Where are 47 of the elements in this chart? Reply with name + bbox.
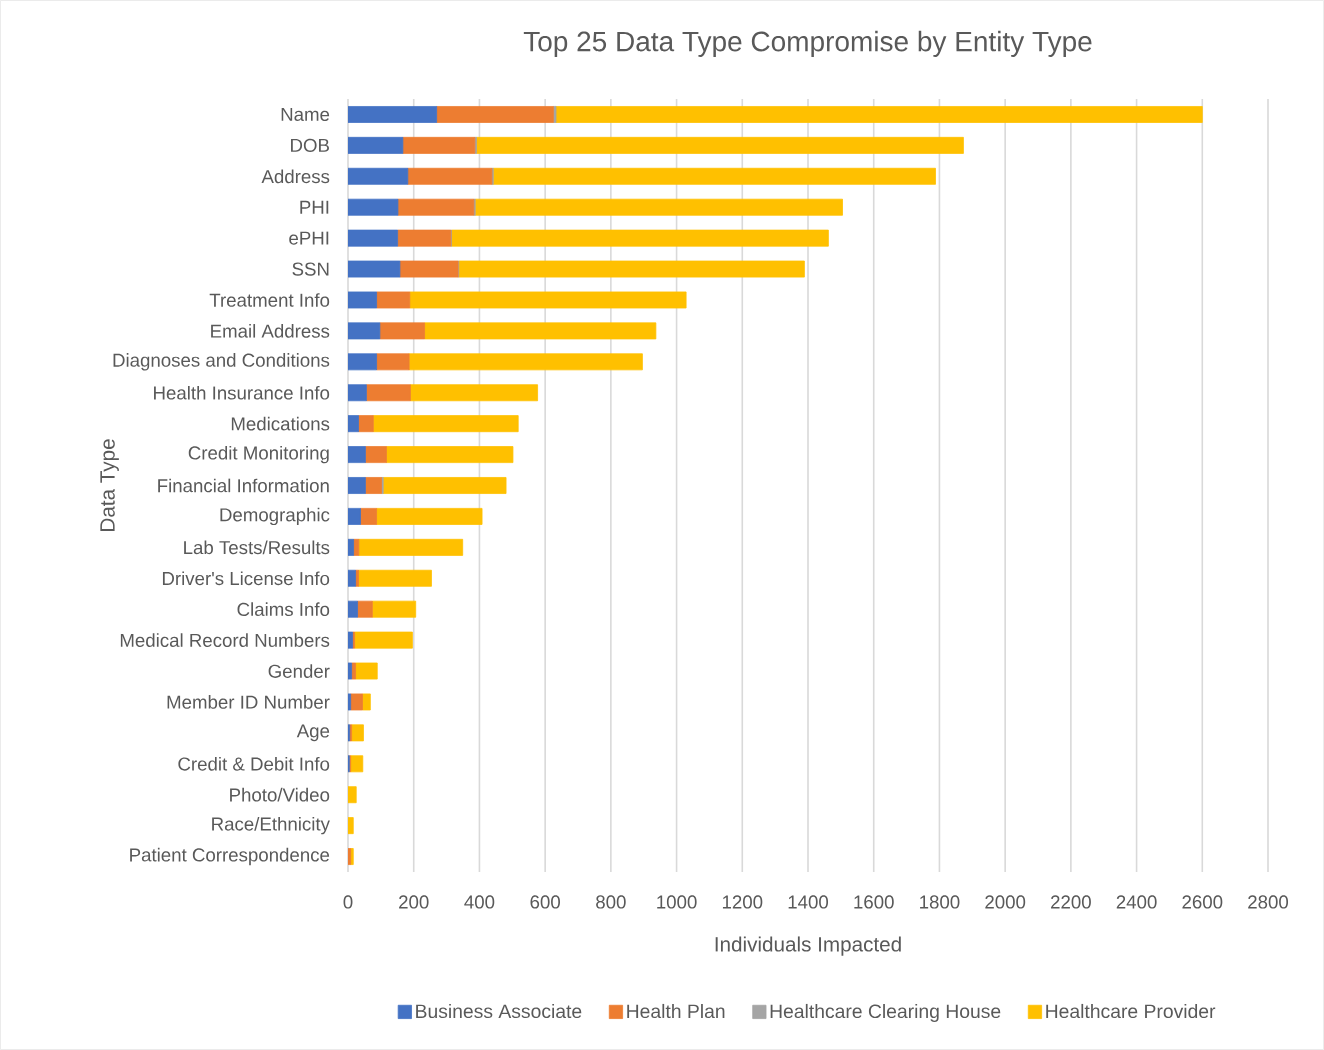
x-tick-label: 2000 <box>985 895 1026 909</box>
y-tick-label: Photo/Video <box>230 787 330 802</box>
y-tick-label: ePHI <box>289 231 329 245</box>
y-tick-label: PHI <box>300 200 329 214</box>
x-tick-label: 800 <box>596 895 626 909</box>
y-tick-label: Gender <box>268 664 330 678</box>
y-tick-label: Email Address <box>211 324 330 338</box>
y-tick-label: Member ID Number <box>167 695 330 709</box>
y-tick-label: Credit & Debit Info <box>178 756 330 771</box>
x-axis-title: Individuals Impacted <box>715 936 901 956</box>
y-tick-label: Patient Correspondence <box>130 847 330 866</box>
x-tick-label: 2400 <box>1116 895 1157 909</box>
x-tick-label: 400 <box>464 895 495 909</box>
x-tick-label: 1200 <box>722 895 763 909</box>
x-tick-label: 1400 <box>788 895 829 909</box>
y-tick-label: DOB <box>291 138 329 152</box>
y-tick-label: Driver's License Info <box>162 571 330 586</box>
y-tick-label: Credit Monitoring <box>188 445 329 464</box>
legend-label: Healthcare Provider <box>1046 1003 1216 1019</box>
y-axis-title: Data Type <box>100 439 119 531</box>
y-tick-label: Medications <box>231 416 330 431</box>
x-tick-label: 2200 <box>1051 895 1091 909</box>
y-tick-label: Treatment Info <box>209 293 330 307</box>
legend-label: Health Plan <box>627 1003 725 1019</box>
chart-title: Top 25 Data Type Compromise by Entity Type <box>523 30 1092 57</box>
x-tick-label: 600 <box>530 895 560 909</box>
x-tick-label: 1000 <box>657 895 697 909</box>
y-tick-label: Medical Record Numbers <box>120 633 330 647</box>
y-tick-label: SSN <box>292 262 329 276</box>
y-tick-label: Name <box>281 107 330 121</box>
x-tick-label: 200 <box>399 895 429 909</box>
x-tick-label: 1600 <box>854 895 894 909</box>
x-tick-label: 2600 <box>1182 895 1223 909</box>
legend-label: Healthcare Clearing House <box>770 1003 1001 1022</box>
y-tick-label: Age <box>296 724 330 742</box>
x-tick-label: 0 <box>343 895 353 909</box>
legend-label: Business Associate <box>416 1003 582 1019</box>
y-tick-label: Health Insurance Info <box>154 385 330 400</box>
y-tick-label: Diagnoses and Conditions <box>113 353 330 371</box>
y-tick-label: Race/Ethnicity <box>212 816 330 835</box>
y-tick-label: Lab Tests/Results <box>184 540 330 555</box>
y-tick-label: Address <box>261 169 330 184</box>
y-tick-label: Demographic <box>220 507 330 526</box>
y-tick-label: Claims Info <box>237 602 330 617</box>
x-tick-label: 2800 <box>1248 895 1289 909</box>
x-tick-label: 1800 <box>920 895 960 909</box>
y-tick-label: Financial Information <box>158 478 329 493</box>
